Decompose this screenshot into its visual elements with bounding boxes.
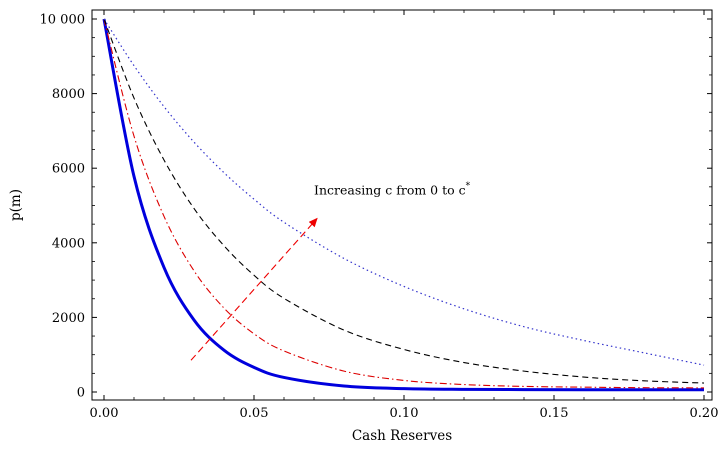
annotation-label: Increasing c from 0 to c* [314,181,471,197]
x-tick-label: 0.10 [390,406,419,421]
plot-frame [91,9,713,401]
annotation-arrow [190,217,318,361]
series-line-3 [103,18,705,384]
series-layer [102,18,705,392]
y-tick-label: 8000 [52,87,85,102]
y-tick-label: 2000 [52,311,85,326]
x-tick-label: 0.20 [690,406,719,421]
x-axis-title: Cash Reserves [352,428,452,444]
annotation-layer: Increasing c from 0 to c* [190,181,471,361]
series-line-1 [102,18,705,392]
series-line-4 [103,18,705,366]
y-tick-label: 0 [77,386,85,401]
y-tick-label: 10 000 [40,13,86,28]
y-tick-label: 6000 [52,162,85,177]
x-tick-label: 0.00 [90,406,119,421]
axis-layer: 0.00 0.05 0.10 0.15 0.20 0 2000 4000 6000 8000 10 … [40,10,719,421]
x-tick-label: 0.05 [240,406,269,421]
x-tick-label: 0.15 [540,406,569,421]
annotation-superscript: * [466,181,471,191]
y-axis-title: p(m) [8,189,24,221]
annotation-text: Increasing c from 0 to c [314,182,466,197]
y-tick-label: 4000 [52,236,85,251]
series-line-2 [103,18,705,389]
